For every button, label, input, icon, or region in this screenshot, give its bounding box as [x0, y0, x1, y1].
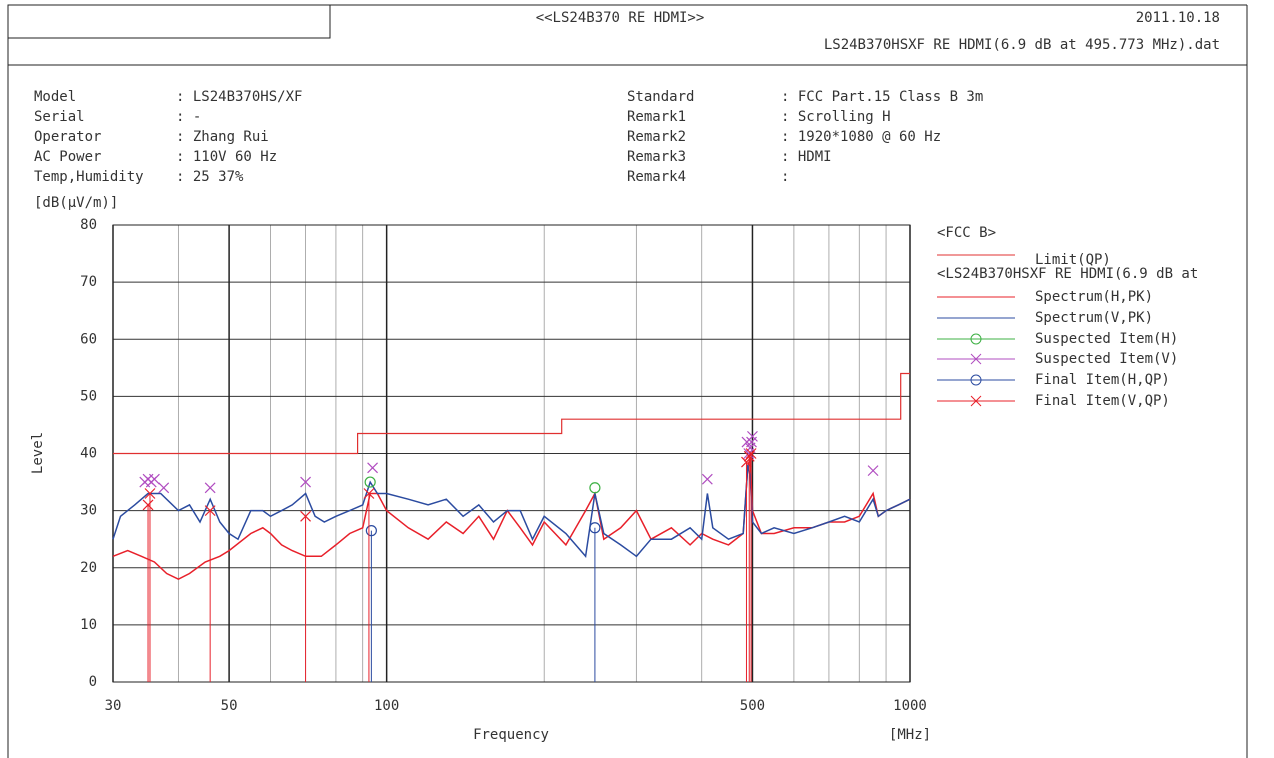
item-marker [747, 430, 758, 442]
item-marker [142, 499, 154, 511]
info-label: Operator [34, 129, 101, 145]
y-tick-label: 70 [80, 274, 97, 290]
legend-marker [970, 353, 982, 365]
item-marker [144, 488, 156, 499]
header-title: <<LS24B370 RE HDMI>> [536, 10, 705, 26]
spectrum-line [112, 458, 911, 581]
header-file: LS24B370HSXF RE HDMI(6.9 dB at 495.773 M… [824, 37, 1220, 53]
y-tick-label: 20 [80, 560, 97, 576]
x-unit: [MHz] [889, 727, 931, 743]
item-marker [589, 522, 601, 534]
x-tick-label: 50 [221, 698, 238, 714]
item-marker [363, 488, 375, 499]
legend-label: Suspected Item(H) [1035, 331, 1178, 347]
info-value: : Zhang Rui [176, 129, 269, 145]
item-marker [367, 462, 379, 474]
legend-marker [970, 333, 982, 345]
x-tick-label: 30 [105, 698, 122, 714]
info-value: : - [176, 109, 201, 125]
item-marker [149, 473, 160, 485]
x-axis-label: Frequency [473, 727, 549, 743]
info-value: : FCC Part.15 Class B 3m [781, 89, 983, 105]
info-label: Temp,Humidity [34, 169, 144, 185]
info-value: : HDMI [781, 149, 832, 165]
y-tick-label: 30 [80, 503, 97, 519]
legend-label: Spectrum(H,PK) [1035, 289, 1153, 305]
info-value: : 110V 60 Hz [176, 149, 277, 165]
legend-marker [970, 374, 982, 386]
item-marker [204, 505, 216, 517]
legend-label: Spectrum(V,PK) [1035, 310, 1153, 326]
info-label: Remark2 [627, 129, 686, 145]
info-value: : 25 37% [176, 169, 244, 185]
y-axis-label: Level [30, 432, 46, 474]
info-value: : [781, 169, 789, 185]
item-marker [300, 510, 312, 522]
y-tick-label: 50 [80, 388, 97, 404]
legend-label: Suspected Item(V) [1035, 351, 1178, 367]
info-value: : 1920*1080 @ 60 Hz [781, 129, 941, 145]
info-label: Remark4 [627, 169, 686, 185]
limit-line [113, 372, 910, 455]
info-label: Serial [34, 109, 85, 125]
legend-group: <LS24B370HSXF RE HDMI(6.9 dB at [937, 266, 1198, 282]
y-unit: [dB(μV/m)] [34, 195, 118, 211]
info-label: Standard [627, 89, 694, 105]
item-marker [745, 448, 757, 459]
item-marker [589, 482, 601, 494]
info-label: AC Power [34, 149, 101, 165]
header-date: 2011.10.18 [1136, 10, 1220, 26]
legend-marker [970, 395, 982, 407]
item-marker [158, 482, 170, 494]
legend-label: Final Item(V,QP) [1035, 393, 1170, 409]
info-label: Model [34, 89, 76, 105]
info-label: Remark3 [627, 149, 686, 165]
y-tick-label: 40 [80, 446, 97, 462]
x-tick-label: 1000 [893, 698, 927, 714]
y-tick-label: 80 [80, 217, 97, 233]
legend-group: <FCC B> [937, 225, 996, 241]
x-tick-label: 100 [374, 698, 399, 714]
item-marker [867, 465, 879, 477]
y-tick-label: 10 [80, 617, 97, 633]
info-value: : Scrolling H [781, 109, 891, 125]
item-marker [743, 450, 755, 462]
x-tick-label: 500 [740, 698, 765, 714]
legend-label: Final Item(H,QP) [1035, 372, 1170, 388]
legend-label: Limit(QP) [1035, 252, 1111, 268]
info-value: : LS24B370HS/XF [176, 89, 302, 105]
y-tick-label: 60 [80, 331, 97, 347]
item-marker [741, 456, 752, 468]
item-marker [701, 473, 713, 485]
item-marker [204, 482, 216, 494]
spectrum-line [112, 464, 911, 559]
item-marker [364, 476, 376, 488]
info-label: Remark1 [627, 109, 686, 125]
item-marker [365, 525, 377, 537]
header-box [7, 4, 331, 39]
item-marker [300, 476, 312, 488]
y-tick-label: 0 [89, 674, 97, 690]
